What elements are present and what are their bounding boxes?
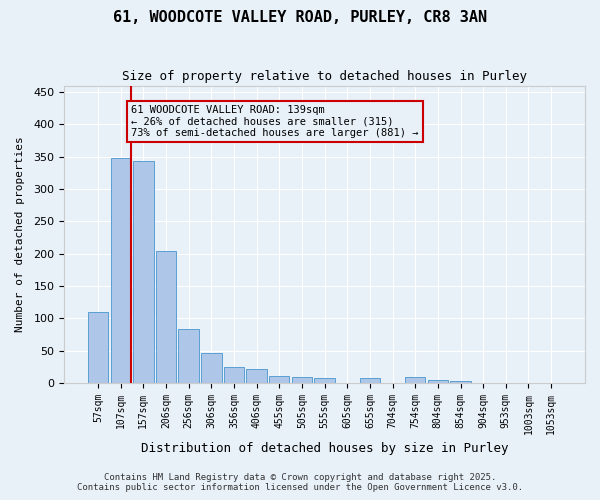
Bar bbox=[269, 376, 289, 383]
Title: Size of property relative to detached houses in Purley: Size of property relative to detached ho… bbox=[122, 70, 527, 83]
Bar bbox=[224, 366, 244, 383]
Bar bbox=[156, 251, 176, 383]
Bar bbox=[405, 377, 425, 383]
Text: 61, WOODCOTE VALLEY ROAD, PURLEY, CR8 3AN: 61, WOODCOTE VALLEY ROAD, PURLEY, CR8 3A… bbox=[113, 10, 487, 25]
Y-axis label: Number of detached properties: Number of detached properties bbox=[15, 136, 25, 332]
Bar bbox=[201, 353, 221, 383]
Bar bbox=[133, 161, 154, 383]
Bar bbox=[314, 378, 335, 383]
Bar bbox=[178, 328, 199, 383]
Text: Contains HM Land Registry data © Crown copyright and database right 2025.
Contai: Contains HM Land Registry data © Crown c… bbox=[77, 473, 523, 492]
Text: 61 WOODCOTE VALLEY ROAD: 139sqm
← 26% of detached houses are smaller (315)
73% o: 61 WOODCOTE VALLEY ROAD: 139sqm ← 26% of… bbox=[131, 105, 418, 138]
Bar bbox=[247, 369, 267, 383]
Bar bbox=[292, 377, 312, 383]
Bar bbox=[451, 381, 471, 383]
Bar bbox=[360, 378, 380, 383]
Bar bbox=[110, 158, 131, 383]
Bar bbox=[88, 312, 108, 383]
Bar bbox=[428, 380, 448, 383]
X-axis label: Distribution of detached houses by size in Purley: Distribution of detached houses by size … bbox=[141, 442, 508, 455]
